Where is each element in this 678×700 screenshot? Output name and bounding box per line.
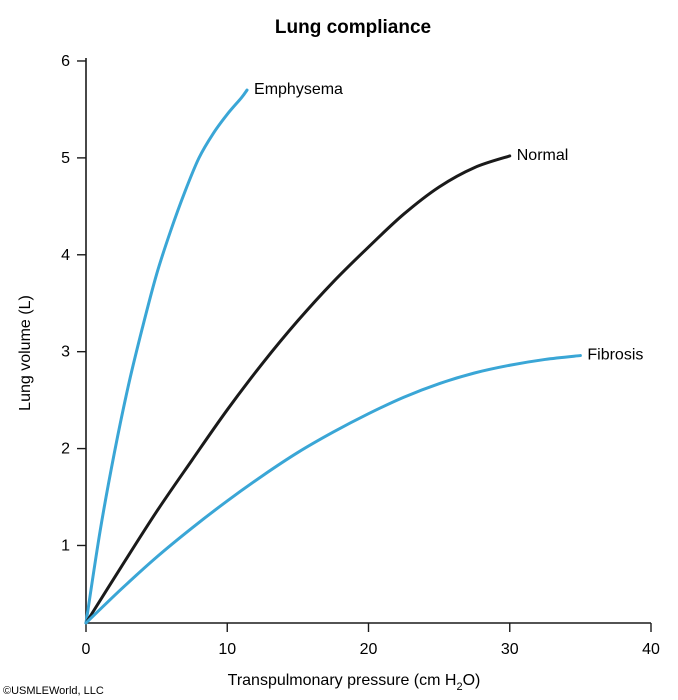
y-axis-label: Lung volume (L) xyxy=(17,295,34,411)
copyright-text: ©USMLEWorld, LLC xyxy=(3,685,104,697)
y-tick-label: 3 xyxy=(61,344,70,361)
series-label-emphysema: Emphysema xyxy=(254,81,343,98)
x-axis-label-prefix: Transpulmonary pressure (cm H xyxy=(228,672,457,689)
chart-title: Lung compliance xyxy=(275,17,431,38)
x-axis-ticks: 0 10 20 30 40 xyxy=(82,623,660,658)
series-line-normal xyxy=(84,154,512,625)
y-tick-label: 4 xyxy=(61,247,70,264)
x-tick-label: 0 xyxy=(82,641,91,658)
x-axis-label-subscript: 2 xyxy=(456,681,462,693)
series-lines xyxy=(84,88,582,625)
y-tick-label: 2 xyxy=(61,441,70,458)
series-labels: Emphysema Normal Fibrosis xyxy=(254,81,643,364)
y-tick-label: 1 xyxy=(61,537,70,554)
y-axis-ticks: 1 2 3 4 5 6 xyxy=(61,53,86,554)
axes xyxy=(85,58,651,624)
series-label-fibrosis: Fibrosis xyxy=(587,347,643,364)
x-tick-label: 30 xyxy=(501,641,519,658)
x-axis-label-suffix: O) xyxy=(463,672,481,689)
x-tick-label: 20 xyxy=(360,641,378,658)
series-label-normal: Normal xyxy=(517,147,569,164)
series-line-fibrosis xyxy=(84,354,582,625)
y-tick-label: 5 xyxy=(61,150,70,167)
x-tick-label: 10 xyxy=(218,641,236,658)
x-axis-label: Transpulmonary pressure (cm H2O) xyxy=(228,672,481,693)
y-tick-label: 6 xyxy=(61,53,70,70)
x-tick-label: 40 xyxy=(642,641,660,658)
series-line-emphysema xyxy=(84,88,249,625)
